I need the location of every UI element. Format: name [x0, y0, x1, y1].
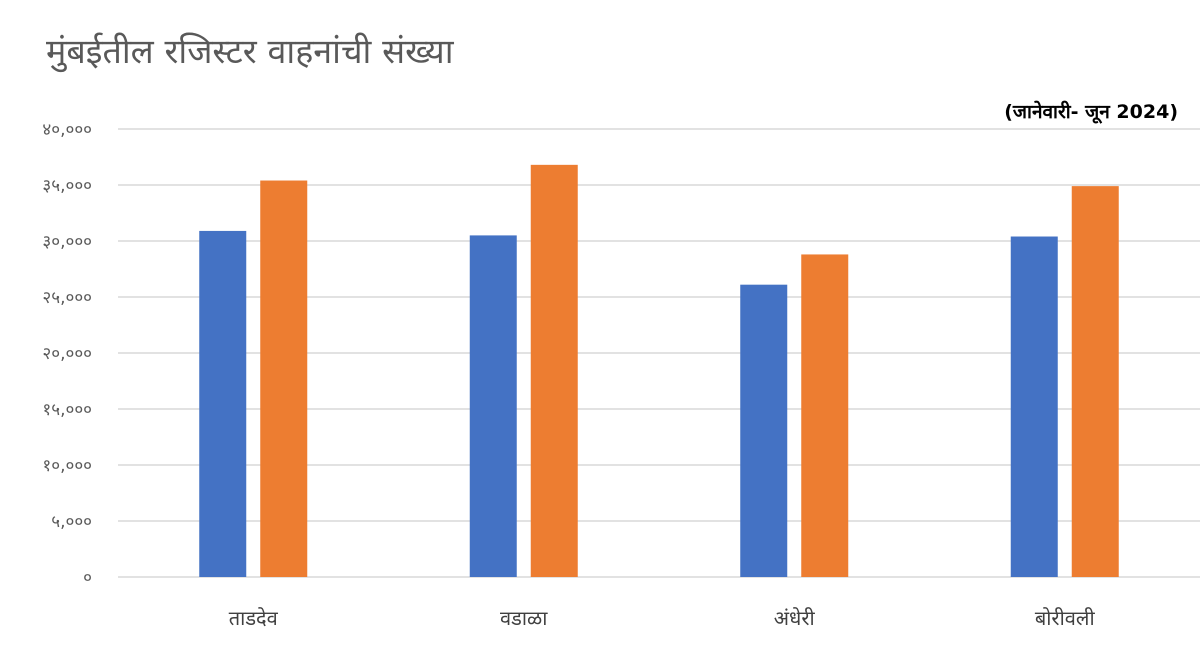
x-category-label: अंधेरी [774, 606, 816, 630]
bar-series-2-2 [530, 164, 578, 577]
bar-series-1-2 [469, 235, 517, 577]
y-tick-label: ३०,००० [42, 232, 92, 252]
y-tick-label: ५,००० [51, 512, 92, 532]
chart-subtitle: (जानेवारी- जून 2024) [1004, 101, 1178, 123]
y-tick-label: २५,००० [42, 288, 92, 308]
x-axis-categories: ताडदेव वडाळा अंधेरी बोरीवली [229, 606, 1096, 630]
bar-series-2-3 [801, 254, 849, 577]
bar-series-1-3 [740, 284, 788, 577]
y-tick-label: ४०,००० [42, 120, 92, 140]
x-category-label: ताडदेव [229, 606, 279, 630]
bar-series-2-4 [1071, 186, 1119, 577]
chart-title: मुंबईतील रजिस्टर वाहनांची संख्या [46, 32, 454, 72]
x-category-label: बोरीवली [1035, 606, 1096, 630]
y-tick-label: ० [83, 568, 92, 588]
x-category-label: वडाळा [500, 606, 548, 630]
bars [199, 164, 1119, 578]
y-tick-label: १०,००० [42, 456, 92, 476]
bar-series-2-1 [260, 180, 308, 577]
bar-series-1-4 [1010, 236, 1058, 577]
y-tick-label: २०,००० [42, 344, 92, 364]
y-tick-label: ३५,००० [42, 176, 92, 196]
y-axis-ticks: ० ५,००० १०,००० १५,००० २०,००० २५,००० ३०,००० ३५,०… [42, 120, 92, 588]
bar-series-1-1 [199, 230, 247, 578]
y-tick-label: १५,००० [42, 400, 92, 420]
